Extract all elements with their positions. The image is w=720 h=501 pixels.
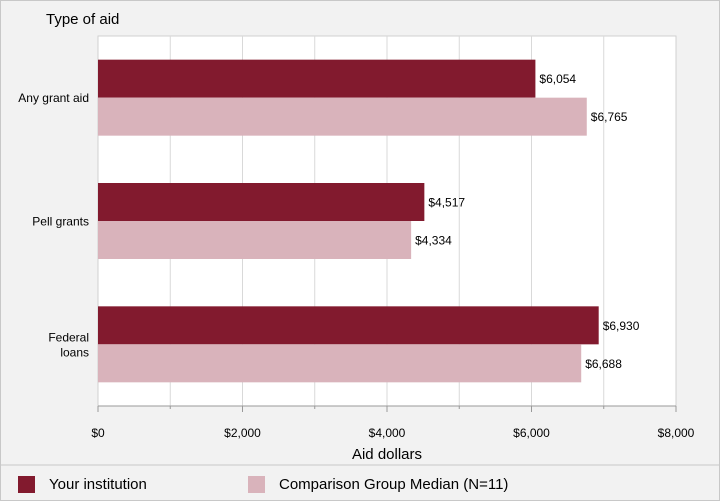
y-axis-title: Type of aid — [46, 11, 119, 28]
category-label: Federal — [48, 330, 89, 344]
category-label: Pell grants — [32, 215, 89, 229]
bar — [98, 344, 582, 383]
bar — [98, 221, 412, 259]
data-label: $6,688 — [585, 357, 622, 371]
x-axis-title: Aid dollars — [352, 446, 422, 463]
category-label: loans — [60, 345, 89, 359]
legend-item-comparison-group: Comparison Group Median (N=11) — [248, 476, 508, 493]
data-label: $4,517 — [428, 196, 465, 210]
data-label: $6,765 — [591, 110, 628, 124]
bar — [98, 97, 587, 136]
legend-swatch-your-institution — [18, 476, 35, 493]
x-tick-label: $2,000 — [224, 426, 261, 440]
x-tick-label: $0 — [91, 426, 105, 440]
legend-label-your-institution: Your institution — [49, 476, 147, 493]
x-tick-label: $6,000 — [513, 426, 550, 440]
data-label: $6,930 — [603, 319, 640, 333]
bar — [98, 306, 599, 345]
bar — [98, 59, 536, 98]
data-label: $4,334 — [415, 234, 452, 248]
bar — [98, 183, 425, 221]
legend-swatch-comparison-group — [248, 476, 265, 493]
data-label: $6,054 — [539, 72, 576, 86]
legend-label-comparison-group: Comparison Group Median (N=11) — [279, 476, 509, 493]
category-label: Any grant aid — [18, 91, 89, 105]
x-tick-label: $8,000 — [658, 426, 695, 440]
legend-item-your-institution: Your institution — [18, 476, 147, 493]
x-tick-label: $4,000 — [369, 426, 406, 440]
